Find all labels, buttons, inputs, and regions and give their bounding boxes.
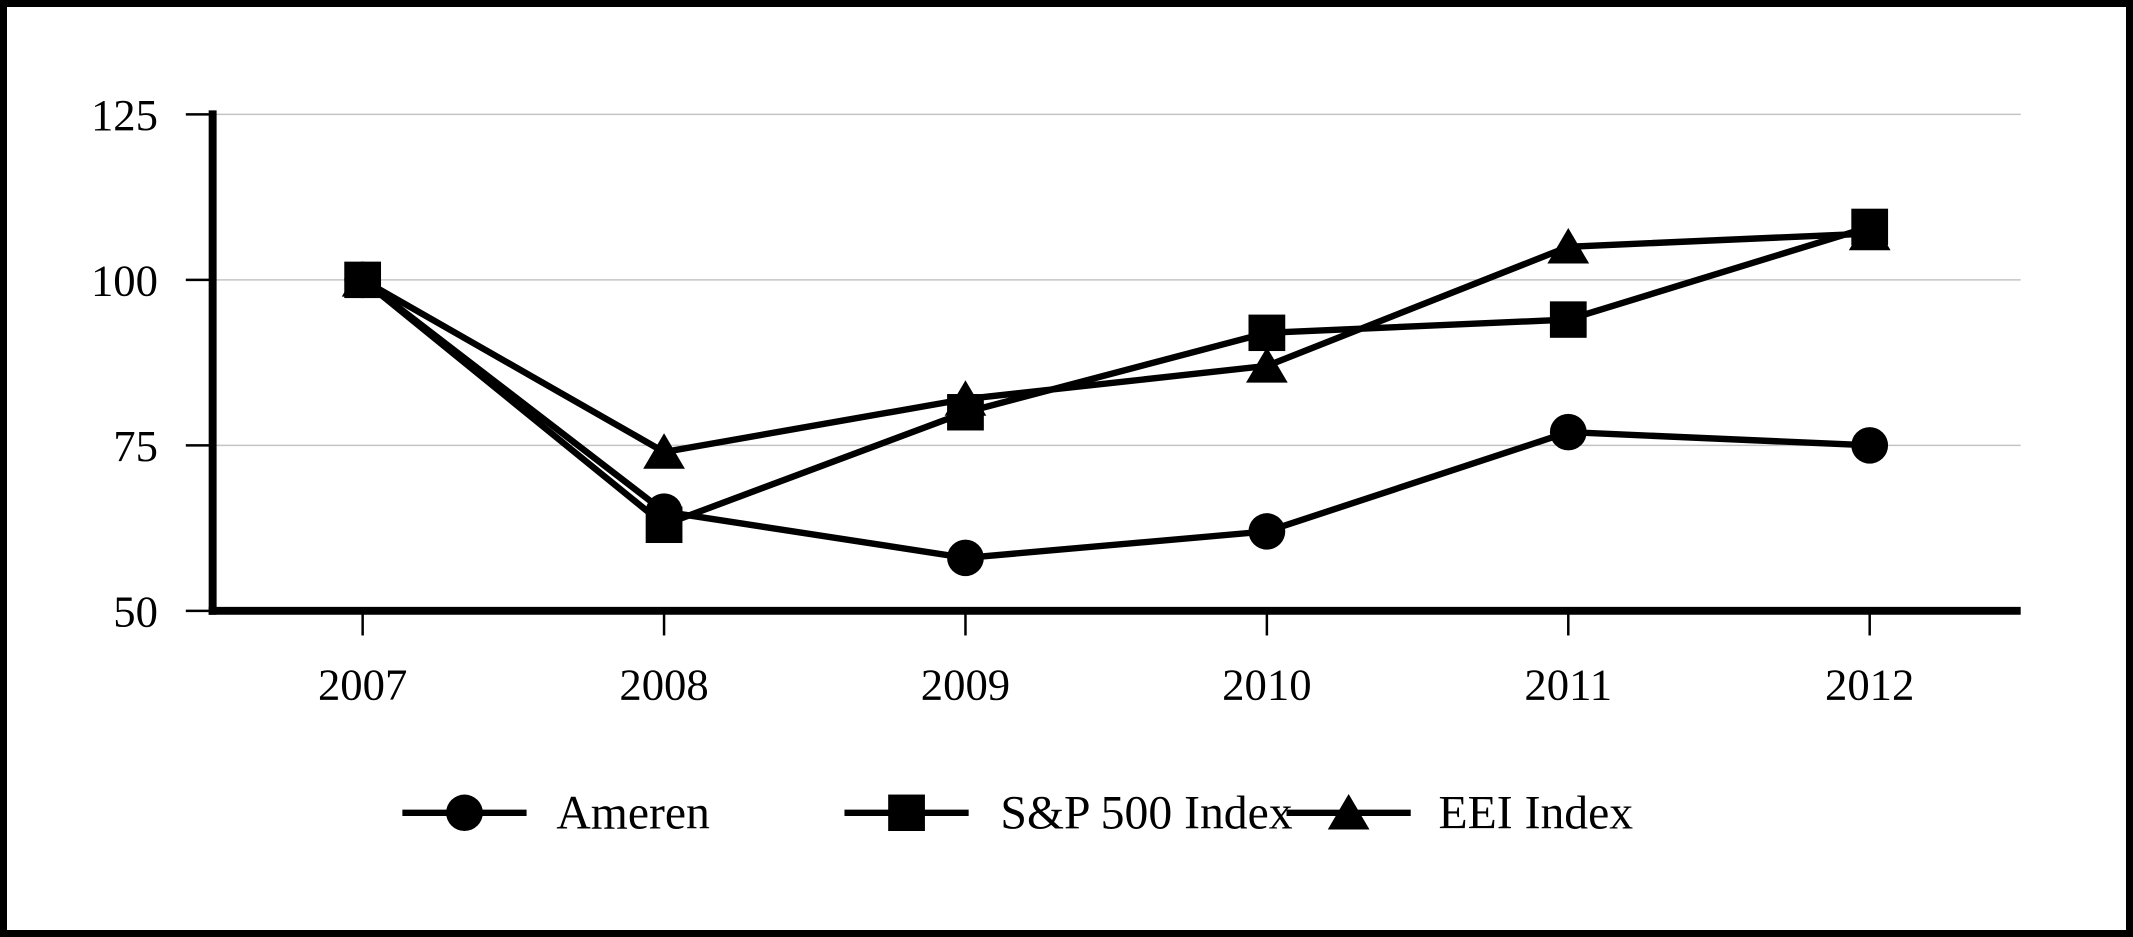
- series-s-p-500-index: [344, 208, 1889, 544]
- square-marker: [645, 506, 683, 544]
- square-marker: [1549, 301, 1587, 338]
- triangle-marker: [1246, 347, 1288, 383]
- y-axis-tick-label: 125: [91, 90, 158, 140]
- legend-item-s-p-500-index: S&P 500 Index: [844, 788, 1293, 840]
- series-eei-index: [341, 214, 1891, 469]
- x-axis-tick-label: 2007: [318, 660, 407, 710]
- line-chart: 50 75 100 125 2007 2008 2009 2010 2011 2012 Ameren…: [91, 90, 2021, 840]
- legend-label-ameren: Ameren: [556, 788, 710, 840]
- circle-marker: [446, 794, 483, 832]
- x-axis-tick-label: 2009: [921, 660, 1010, 710]
- y-axis: 50 75 100 125: [91, 90, 213, 637]
- series-line-ameren: [360, 277, 1870, 562]
- circle-marker: [1851, 427, 1889, 464]
- legend-item-ameren: Ameren: [402, 788, 710, 840]
- triangle-marker: [643, 433, 685, 469]
- y-axis-tick-label: 50: [113, 587, 158, 637]
- square-marker: [888, 794, 925, 832]
- axes: [208, 110, 2021, 615]
- legend-label-s-p-500-index: S&P 500 Index: [1000, 788, 1292, 840]
- triangle-marker: [1848, 214, 1891, 251]
- x-axis-tick-label: 2012: [1825, 660, 1914, 710]
- circle-marker: [1248, 513, 1286, 550]
- square-marker: [1248, 314, 1286, 352]
- x-axis-tick-label: 2010: [1222, 660, 1311, 710]
- series-line-s-p-500-index: [360, 223, 1871, 529]
- y-axis-tick-label: 100: [91, 256, 158, 306]
- circle-marker: [1549, 413, 1587, 451]
- gridlines: [212, 113, 2021, 447]
- series-ameren: [344, 261, 1889, 577]
- legend-item-eei-index: EEI Index: [1286, 788, 1634, 840]
- circle-marker: [947, 539, 984, 577]
- x-axis: 2007 2008 2009 2010 2011 2012: [318, 610, 1914, 710]
- triangle-marker: [341, 261, 384, 297]
- triangle-marker: [1327, 794, 1370, 830]
- triangle-marker: [944, 380, 987, 416]
- series-line-eei-index: [361, 230, 1870, 456]
- legend-label-eei-index: EEI Index: [1439, 788, 1634, 840]
- y-axis-tick-label: 75: [113, 421, 158, 471]
- x-axis-tick-label: 2008: [619, 660, 708, 710]
- triangle-marker: [1547, 228, 1590, 264]
- x-axis-tick-label: 2011: [1524, 660, 1612, 710]
- legend: Ameren S&P 500 Index EEI Index: [402, 788, 1634, 840]
